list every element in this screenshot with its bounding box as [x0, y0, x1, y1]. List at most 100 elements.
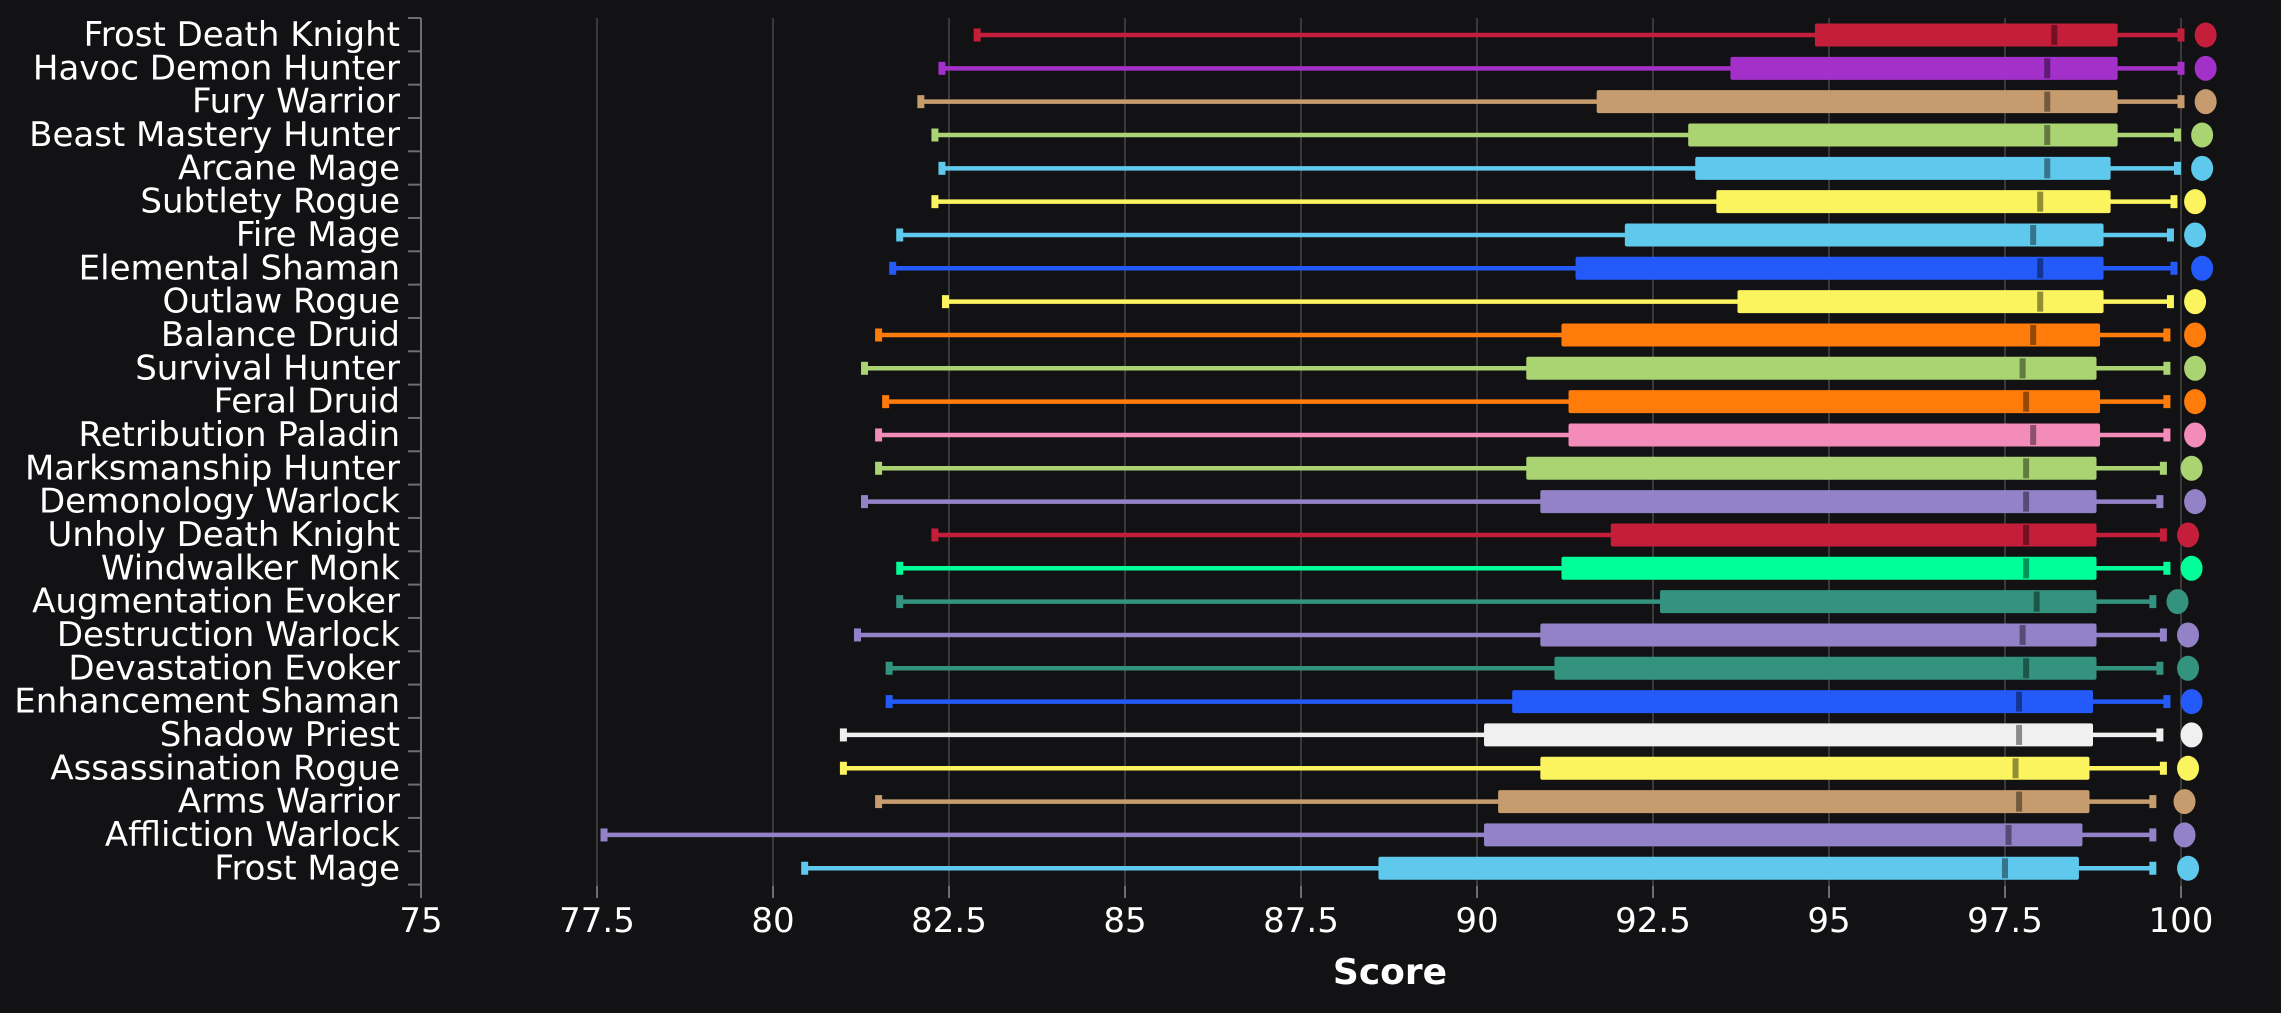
median-line	[2005, 824, 2012, 845]
x-tick-label-85: 85	[1103, 901, 1146, 941]
median-line	[2044, 158, 2051, 179]
category-label-fury-warrior: Fury Warrior	[192, 82, 400, 122]
box-row-assassination-rogue: Assassination Rogue	[50, 748, 2200, 788]
iqr-box	[1484, 823, 2083, 847]
max-point-dot	[2184, 355, 2207, 381]
category-label-survival-hunter: Survival Hunter	[135, 348, 400, 388]
max-point-dot	[2191, 255, 2214, 281]
whisker-cap-low	[931, 528, 939, 542]
whisker-cap-low	[938, 61, 946, 75]
median-line	[2019, 358, 2026, 379]
max-point-dot	[2194, 55, 2217, 81]
box-row-marksmanship-hunter: Marksmanship Hunter	[25, 448, 2203, 488]
whisker-cap-low	[801, 861, 809, 875]
iqr-box	[1561, 323, 2101, 347]
whisker-cap-low	[839, 728, 847, 742]
whisker-cap-high	[2159, 761, 2167, 775]
whisker-cap-low	[882, 395, 890, 409]
box-row-windwalker-monk: Windwalker Monk	[101, 548, 2203, 588]
iqr-box	[1716, 190, 2111, 214]
iqr-box	[1512, 690, 2093, 714]
category-label-fire-mage: Fire Mage	[236, 215, 400, 255]
whisker-cap-low	[941, 295, 949, 309]
whisker-cap-low	[896, 561, 904, 575]
category-label-arcane-mage: Arcane Mage	[178, 148, 400, 188]
category-label-affliction-warlock: Affliction Warlock	[105, 815, 400, 855]
box-row-arcane-mage: Arcane Mage	[178, 148, 2214, 188]
x-tick-label-92.5: 92.5	[1615, 901, 1691, 941]
x-tick-label-77.5: 77.5	[559, 901, 635, 941]
iqr-box	[1554, 656, 2097, 680]
box-row-devastation-evoker: Devastation Evoker	[68, 648, 2200, 688]
whisker-cap-low	[600, 828, 608, 842]
box-row-enhancement-shaman: Enhancement Shaman	[14, 682, 2203, 722]
iqr-box	[1568, 423, 2101, 447]
whisker-cap-high	[2163, 395, 2171, 409]
iqr-box	[1568, 390, 2101, 414]
category-label-subtlety-rogue: Subtlety Rogue	[140, 182, 400, 222]
iqr-box	[1561, 556, 2097, 580]
whisker-cap-high	[2177, 95, 2185, 109]
box-row-frost-mage: Frost Mage	[214, 848, 2200, 888]
whisker-cap-high	[2149, 595, 2157, 609]
max-point-dot	[2173, 789, 2196, 815]
iqr-box	[1660, 590, 2097, 614]
median-line	[2030, 324, 2037, 345]
box-row-frost-death-knight: Frost Death Knight	[84, 15, 2217, 55]
whisker-cap-high	[2173, 161, 2181, 175]
category-label-balance-druid: Balance Druid	[161, 315, 400, 355]
whisker-cap-high	[2177, 61, 2185, 75]
max-point-dot	[2180, 455, 2203, 481]
category-label-frost-mage: Frost Mage	[214, 848, 400, 888]
iqr-box	[1540, 490, 2097, 514]
median-line	[2044, 124, 2051, 145]
iqr-box	[1814, 23, 2118, 47]
box-row-balance-druid: Balance Druid	[161, 315, 2207, 355]
whisker-cap-high	[2149, 861, 2157, 875]
category-label-augmentation-evoker: Augmentation Evoker	[32, 582, 400, 622]
whisker-cap-high	[2166, 295, 2174, 309]
whisker-cap-high	[2173, 128, 2181, 142]
category-label-feral-druid: Feral Druid	[214, 382, 400, 422]
whisker-cap-low	[861, 495, 869, 509]
category-label-outlaw-rogue: Outlaw Rogue	[163, 282, 401, 322]
box-row-feral-druid: Feral Druid	[214, 382, 2207, 422]
median-line	[2023, 391, 2030, 412]
category-label-shadow-priest: Shadow Priest	[160, 715, 400, 755]
max-point-dot	[2180, 722, 2203, 748]
whisker-cap-low	[896, 228, 904, 242]
whisker-cap-high	[2156, 661, 2164, 675]
max-point-dot	[2184, 322, 2207, 348]
median-line	[2019, 624, 2026, 645]
category-label-frost-death-knight: Frost Death Knight	[84, 15, 400, 55]
box-row-subtlety-rogue: Subtlety Rogue	[140, 182, 2207, 222]
box-row-affliction-warlock: Affliction Warlock	[105, 815, 2196, 855]
median-line	[2037, 291, 2044, 312]
category-label-unholy-death-knight: Unholy Death Knight	[47, 515, 400, 555]
median-line	[2023, 558, 2030, 579]
whisker-cap-high	[2170, 261, 2178, 275]
category-label-enhancement-shaman: Enhancement Shaman	[14, 682, 400, 722]
category-label-retribution-paladin: Retribution Paladin	[78, 415, 400, 455]
whisker-cap-high	[2166, 228, 2174, 242]
box-row-outlaw-rogue: Outlaw Rogue	[163, 282, 2207, 322]
iqr-box	[1526, 456, 2097, 480]
box-row-beast-mastery-hunter: Beast Mastery Hunter	[29, 115, 2214, 155]
box-row-arms-warrior: Arms Warrior	[178, 782, 2196, 822]
whisker-cap-low	[931, 128, 939, 142]
whisker-cap-high	[2159, 461, 2167, 475]
iqr-box	[1540, 756, 2090, 780]
iqr-box	[1695, 156, 2111, 180]
category-label-assassination-rogue: Assassination Rogue	[50, 748, 400, 788]
whisker-cap-low	[973, 28, 981, 42]
whisker-cap-low	[917, 95, 925, 109]
whisker-cap-low	[875, 328, 883, 342]
median-line	[2002, 858, 2008, 879]
category-label-marksmanship-hunter: Marksmanship Hunter	[25, 448, 400, 488]
box-row-demonology-warlock: Demonology Warlock	[39, 482, 2207, 522]
max-point-dot	[2177, 755, 2200, 781]
iqr-box	[1737, 290, 2104, 314]
median-line	[2012, 758, 2019, 779]
x-tick-label-95: 95	[1807, 901, 1850, 941]
